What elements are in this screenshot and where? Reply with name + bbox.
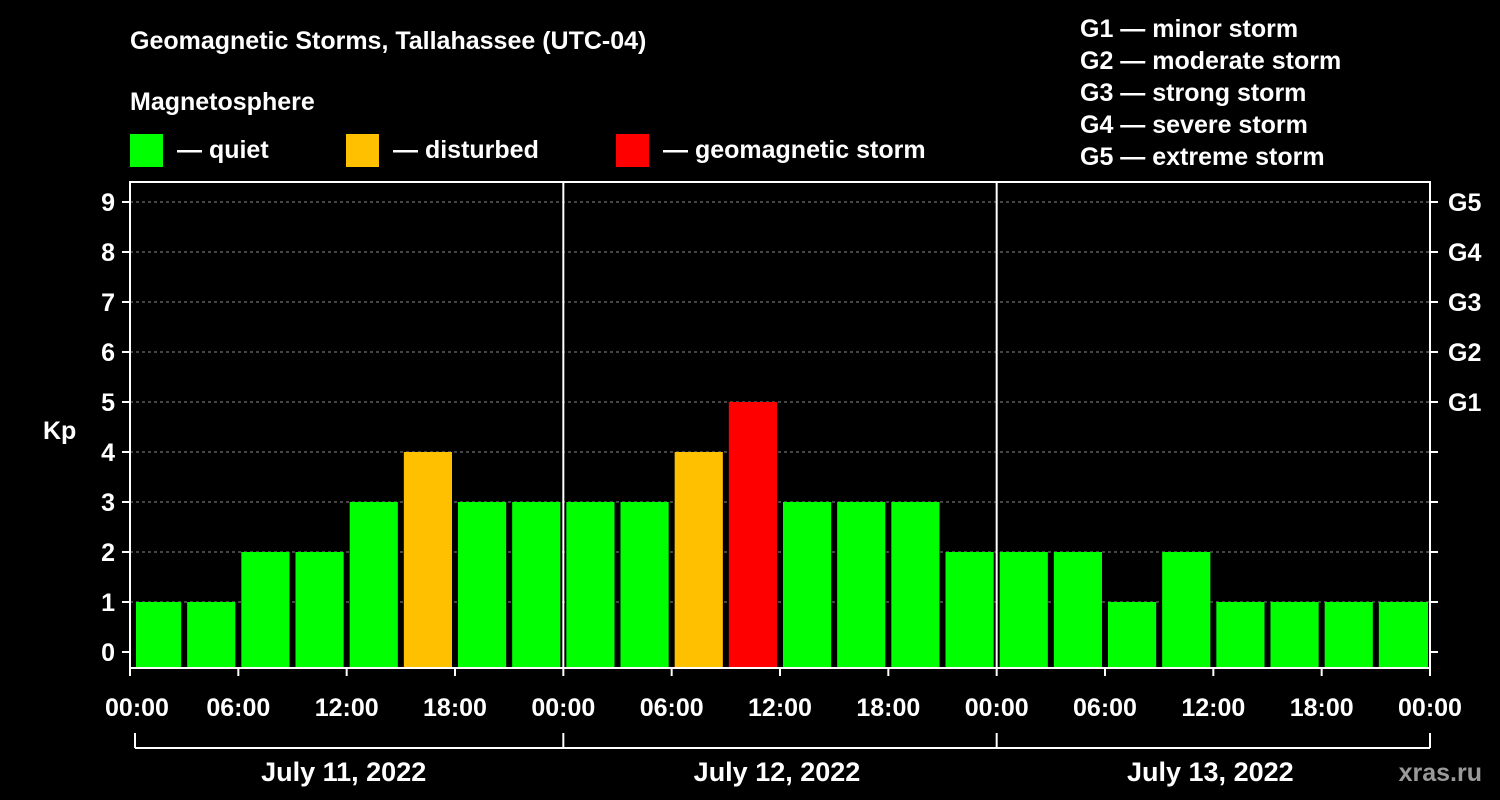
x-tick-label: 18:00 (1290, 694, 1354, 722)
chart-subtitle: Magnetosphere (130, 88, 315, 116)
kp-bar (136, 602, 182, 668)
storm-level-label: G5 (1448, 189, 1481, 217)
storm-level-label: G4 (1448, 239, 1481, 267)
storm-level-labels: G1 G2 G3 G4 G5 (1448, 189, 1481, 417)
day-label: July 11, 2022 (261, 757, 426, 787)
kp-bar (1216, 602, 1265, 668)
y-tick-label: 0 (101, 639, 115, 667)
legend-swatch-disturbed (346, 134, 379, 167)
kp-bar (241, 552, 290, 668)
kp-bar (295, 552, 344, 668)
kp-bar (1162, 552, 1211, 668)
kp-bar (566, 502, 615, 668)
chart-title: Geomagnetic Storms, Tallahassee (UTC-04) (130, 27, 646, 55)
storm-scale-item: G1 — minor storm (1080, 15, 1298, 43)
bars (136, 402, 1428, 668)
kp-bar (945, 552, 994, 668)
legend: — quiet — disturbed — geomagnetic storm (130, 134, 926, 167)
y-tick-label: 2 (101, 539, 115, 567)
storm-scale-item: G3 — strong storm (1080, 79, 1306, 107)
y-tick-labels: 0 1 2 3 4 5 6 7 8 9 (101, 189, 115, 667)
kp-bar (620, 502, 669, 668)
day-label: July 13, 2022 (1127, 757, 1294, 787)
legend-swatch-quiet (130, 134, 163, 167)
x-tick-label: 06:00 (640, 694, 704, 722)
x-tick-labels: 00:00 06:00 12:00 18:00 00:00 06:00 12:00 18:00… (105, 694, 1462, 722)
legend-label-quiet: — quiet (177, 136, 269, 164)
kp-bar (728, 402, 777, 668)
y-tick-label: 7 (101, 289, 115, 317)
x-tick-label: 00:00 (105, 694, 169, 722)
kp-bar (837, 502, 886, 668)
kp-bar (999, 552, 1048, 668)
kp-bar (458, 502, 507, 668)
x-tick-label: 18:00 (423, 694, 487, 722)
storm-scale-item: G4 — severe storm (1080, 111, 1308, 139)
kp-bar (512, 502, 561, 668)
kp-bar (891, 502, 940, 668)
x-tick-label: 06:00 (206, 694, 270, 722)
storm-scale-item: G5 — extreme storm (1080, 143, 1325, 171)
grid-lines (130, 201, 1430, 603)
x-tick-label: 18:00 (856, 694, 920, 722)
x-tick-label: 00:00 (1398, 694, 1462, 722)
y-tick-label: 9 (101, 189, 115, 217)
x-tick-label: 06:00 (1073, 694, 1137, 722)
storm-level-label: G3 (1448, 289, 1481, 317)
x-tick-label: 12:00 (315, 694, 379, 722)
kp-bar (1270, 602, 1319, 668)
kp-bar (674, 452, 723, 668)
y-axis-label: Kp (43, 417, 76, 445)
y-tick-label: 6 (101, 339, 115, 367)
legend-label-disturbed: — disturbed (393, 136, 539, 164)
y-tick-label: 1 (101, 589, 115, 617)
legend-label-storm: — geomagnetic storm (663, 136, 926, 164)
y-tick-label: 3 (101, 489, 115, 517)
kp-bar (783, 502, 832, 668)
y-tick-label: 4 (101, 439, 115, 467)
x-tick-label: 12:00 (1181, 694, 1245, 722)
storm-scale-item: G2 — moderate storm (1080, 47, 1341, 75)
axes (122, 181, 1438, 749)
x-tick-label: 00:00 (531, 694, 595, 722)
storm-scale-list: G1 — minor storm G2 — moderate storm G3 — … (1080, 15, 1341, 171)
day-label: July 12, 2022 (694, 757, 861, 787)
kp-bar (403, 452, 452, 668)
kp-bar (1324, 602, 1373, 668)
kp-bar (1053, 552, 1102, 668)
kp-bar (1378, 602, 1428, 668)
kp-bar (349, 502, 398, 668)
kp-bar (187, 602, 236, 668)
x-tick-label: 12:00 (748, 694, 812, 722)
x-tick-label: 00:00 (965, 694, 1029, 722)
storm-level-label: G1 (1448, 389, 1481, 417)
day-labels: July 11, 2022 July 12, 2022 July 13, 2022 (261, 757, 1294, 787)
watermark: xras.ru (1399, 759, 1482, 787)
y-tick-label: 5 (101, 389, 115, 417)
y-tick-label: 8 (101, 239, 115, 267)
kp-bar (1108, 602, 1157, 668)
storm-level-label: G2 (1448, 339, 1481, 367)
legend-swatch-storm (616, 134, 649, 167)
